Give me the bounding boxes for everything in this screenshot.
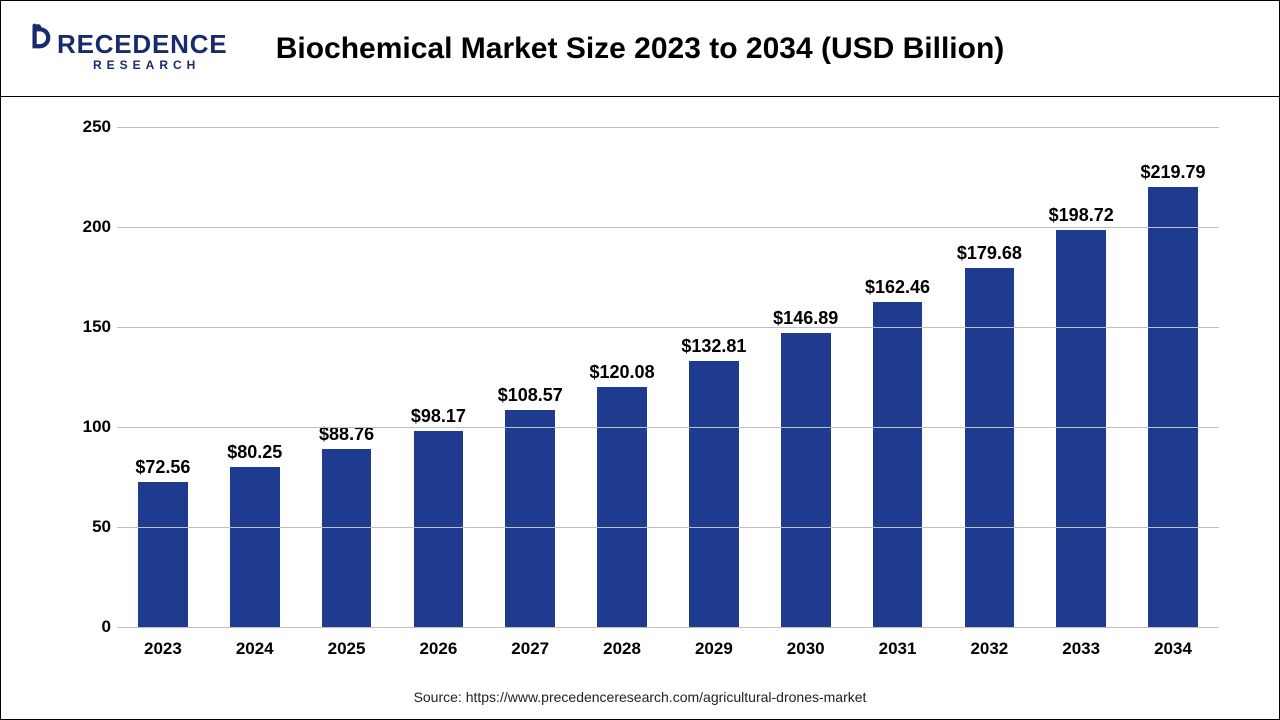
bar-rect bbox=[322, 449, 372, 627]
y-tick-label: 50 bbox=[61, 517, 111, 537]
bar-column: $120.082028 bbox=[576, 127, 668, 627]
x-tick-label: 2027 bbox=[511, 639, 549, 659]
x-tick-label: 2032 bbox=[970, 639, 1008, 659]
y-tick-label: 200 bbox=[61, 217, 111, 237]
bar-value-label: $98.17 bbox=[411, 406, 466, 427]
gridline bbox=[117, 227, 1219, 228]
bar-column: $72.562023 bbox=[117, 127, 209, 627]
bar-value-label: $132.81 bbox=[681, 336, 746, 357]
brand-logo: RECEDENCE RESEARCH bbox=[21, 19, 227, 72]
bar-column: $198.722033 bbox=[1035, 127, 1127, 627]
bar-value-label: $72.56 bbox=[135, 457, 190, 478]
x-tick-label: 2024 bbox=[236, 639, 274, 659]
bar-value-label: $80.25 bbox=[227, 442, 282, 463]
x-tick-label: 2025 bbox=[328, 639, 366, 659]
y-tick-label: 100 bbox=[61, 417, 111, 437]
bar-column: $146.892030 bbox=[760, 127, 852, 627]
x-tick-label: 2028 bbox=[603, 639, 641, 659]
bar-rect bbox=[1056, 230, 1106, 627]
bar-value-label: $108.57 bbox=[498, 385, 563, 406]
logo-main-text: RECEDENCE bbox=[57, 29, 227, 59]
source-citation: Source: https://www.precedenceresearch.c… bbox=[1, 681, 1279, 719]
bar-rect bbox=[873, 302, 923, 627]
header-band: RECEDENCE RESEARCH Biochemical Market Si… bbox=[1, 1, 1279, 97]
y-tick-label: 250 bbox=[61, 117, 111, 137]
bar-value-label: $162.46 bbox=[865, 277, 930, 298]
gridline bbox=[117, 527, 1219, 528]
gridline bbox=[117, 427, 1219, 428]
x-tick-label: 2029 bbox=[695, 639, 733, 659]
y-tick-label: 0 bbox=[61, 617, 111, 637]
bar-rect bbox=[230, 467, 280, 628]
bar-column: $219.792034 bbox=[1127, 127, 1219, 627]
bar-value-label: $179.68 bbox=[957, 243, 1022, 264]
bars-container: $72.562023$80.252024$88.762025$98.172026… bbox=[117, 127, 1219, 627]
x-tick-label: 2031 bbox=[879, 639, 917, 659]
bar-rect bbox=[1148, 187, 1198, 627]
x-tick-label: 2033 bbox=[1062, 639, 1100, 659]
x-tick-label: 2034 bbox=[1154, 639, 1192, 659]
gridline bbox=[117, 327, 1219, 328]
bar-column: $179.682032 bbox=[943, 127, 1035, 627]
bar-rect bbox=[689, 361, 739, 627]
bar-column: $80.252024 bbox=[209, 127, 301, 627]
bar-rect bbox=[414, 431, 464, 627]
gridline bbox=[117, 127, 1219, 128]
chart-zone: $72.562023$80.252024$88.762025$98.172026… bbox=[1, 97, 1279, 681]
bar-value-label: $219.79 bbox=[1140, 162, 1205, 183]
bar-value-label: $120.08 bbox=[590, 362, 655, 383]
logo-text-block: RECEDENCE RESEARCH bbox=[57, 29, 227, 72]
x-tick-label: 2030 bbox=[787, 639, 825, 659]
bar-rect bbox=[505, 410, 555, 627]
bar-column: $98.172026 bbox=[392, 127, 484, 627]
logo-sub-text: RESEARCH bbox=[93, 58, 227, 72]
bar-rect bbox=[597, 387, 647, 627]
bar-rect bbox=[781, 333, 831, 627]
y-tick-label: 150 bbox=[61, 317, 111, 337]
bar-value-label: $198.72 bbox=[1049, 205, 1114, 226]
bar-column: $88.762025 bbox=[301, 127, 393, 627]
bar-column: $132.812029 bbox=[668, 127, 760, 627]
bar-rect bbox=[965, 268, 1015, 627]
bar-column: $162.462031 bbox=[852, 127, 944, 627]
gridline bbox=[117, 627, 1219, 628]
plot-area: $72.562023$80.252024$88.762025$98.172026… bbox=[61, 127, 1229, 671]
x-tick-label: 2026 bbox=[419, 639, 457, 659]
logo-p-icon bbox=[21, 19, 55, 53]
x-tick-label: 2023 bbox=[144, 639, 182, 659]
bar-rect bbox=[138, 482, 188, 627]
chart-frame: RECEDENCE RESEARCH Biochemical Market Si… bbox=[0, 0, 1280, 720]
bar-column: $108.572027 bbox=[484, 127, 576, 627]
